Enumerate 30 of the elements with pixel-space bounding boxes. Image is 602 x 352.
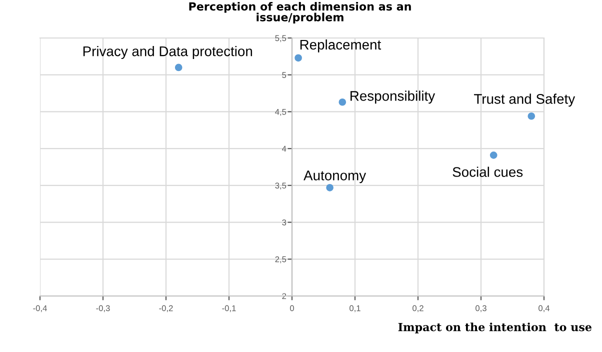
y-tick-label: 4 [282, 146, 286, 152]
x-tick-label: -0,2 [159, 305, 173, 312]
point [338, 98, 346, 106]
y-tick-label: 4,5 [275, 109, 286, 116]
annotation: Autonomy [304, 170, 366, 184]
annotation: Social cues [452, 166, 523, 177]
y-tick-label: 5 [282, 72, 286, 78]
x-tick-label: 0,2 [412, 305, 424, 312]
point [326, 184, 334, 192]
point [528, 112, 536, 120]
x-tick-label: 0,1 [350, 305, 360, 312]
point [174, 64, 182, 72]
x-tick-label: 0 [290, 305, 294, 312]
x-tick-label: -0,3 [96, 305, 110, 312]
point [490, 152, 498, 159]
x-tick-label: -0,4 [33, 305, 47, 312]
x-axis-title: Impact on the intention to use [398, 322, 592, 334]
point [294, 54, 302, 62]
x-tick-label: -0,1 [222, 305, 236, 312]
y-tick-label: 3 [282, 219, 286, 226]
annotation: Privacy and Data protection [83, 46, 252, 59]
y-tick-label: 3,5 [275, 182, 286, 190]
annotation: Replacement [300, 39, 382, 52]
x-tick-label: 0,3 [476, 305, 486, 312]
annotation: Responsibility [350, 90, 436, 104]
y-tick-label: 5,5 [275, 35, 286, 42]
chart-title: Perception of each dimension as an issue/problem [189, 2, 411, 24]
annotation: Trust and Safety [474, 94, 576, 107]
y-tick-label: 2,5 [275, 256, 286, 264]
x-tick-label: 0,4 [538, 305, 550, 312]
